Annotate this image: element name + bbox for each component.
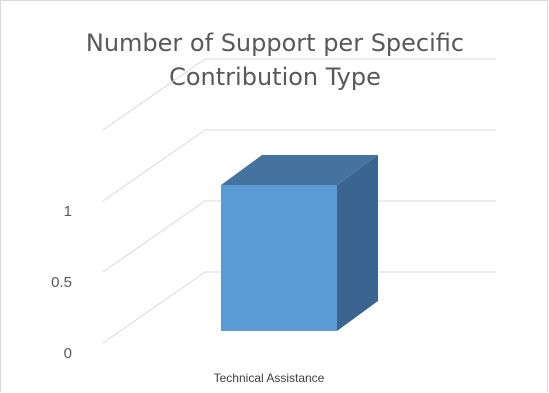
y-tick-label: 1 (64, 203, 72, 220)
bars (221, 155, 378, 331)
gridline-depth (102, 58, 206, 131)
bar (221, 155, 378, 331)
x-tick-label: Technical Assistance (214, 371, 325, 385)
bar-front-face (221, 185, 337, 331)
y-axis-ticks: 00.51 (51, 203, 72, 362)
gridline-depth (102, 129, 206, 202)
y-tick-label: 0 (64, 345, 72, 362)
x-axis-labels: Technical Assistance (214, 371, 325, 385)
gridline-depth (102, 200, 206, 273)
bar-side-face (337, 155, 378, 331)
y-tick-label: 0.5 (51, 274, 72, 291)
gridline-depth (102, 271, 206, 344)
chart-title: Number of Support per Specific Contribut… (85, 29, 465, 91)
bar-top-face (221, 155, 378, 185)
